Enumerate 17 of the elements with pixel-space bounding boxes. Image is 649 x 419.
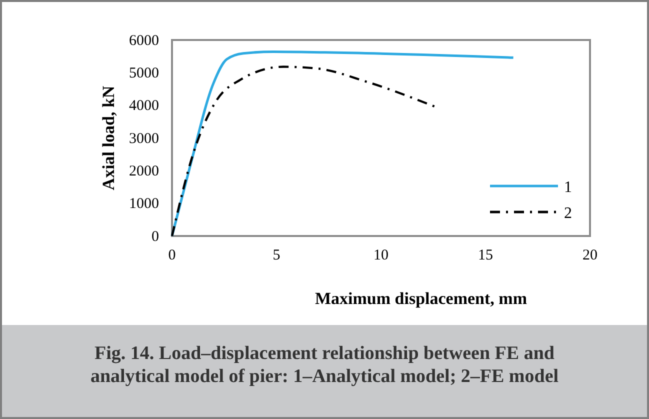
legend-label: 2 xyxy=(564,205,572,222)
y-tick-label: 1000 xyxy=(129,196,159,212)
x-tick-label: 5 xyxy=(272,248,280,264)
x-axis-title: Maximum displacement, mm xyxy=(314,289,528,308)
y-tick-label: 5000 xyxy=(129,65,159,82)
y-tick-label: 3000 xyxy=(129,130,159,147)
y-axis-title: Axial load, kN xyxy=(99,85,118,190)
x-tick-label: 20 xyxy=(582,248,598,264)
x-tick-label: 0 xyxy=(168,248,176,264)
x-tick-label: 15 xyxy=(478,248,493,264)
y-tick-label: 0 xyxy=(152,228,159,245)
caption: Fig. 14. Load–displacement relationship between FE and analytical model of pier: 1–Analytical model; 2–FE model xyxy=(90,343,559,387)
y-tick-label: 2000 xyxy=(129,163,159,180)
x-tick-label: 10 xyxy=(374,248,388,264)
legend-label: 1 xyxy=(564,179,572,196)
y-tick-label: 6000 xyxy=(129,32,159,49)
y-tick-label: 4000 xyxy=(129,98,159,114)
